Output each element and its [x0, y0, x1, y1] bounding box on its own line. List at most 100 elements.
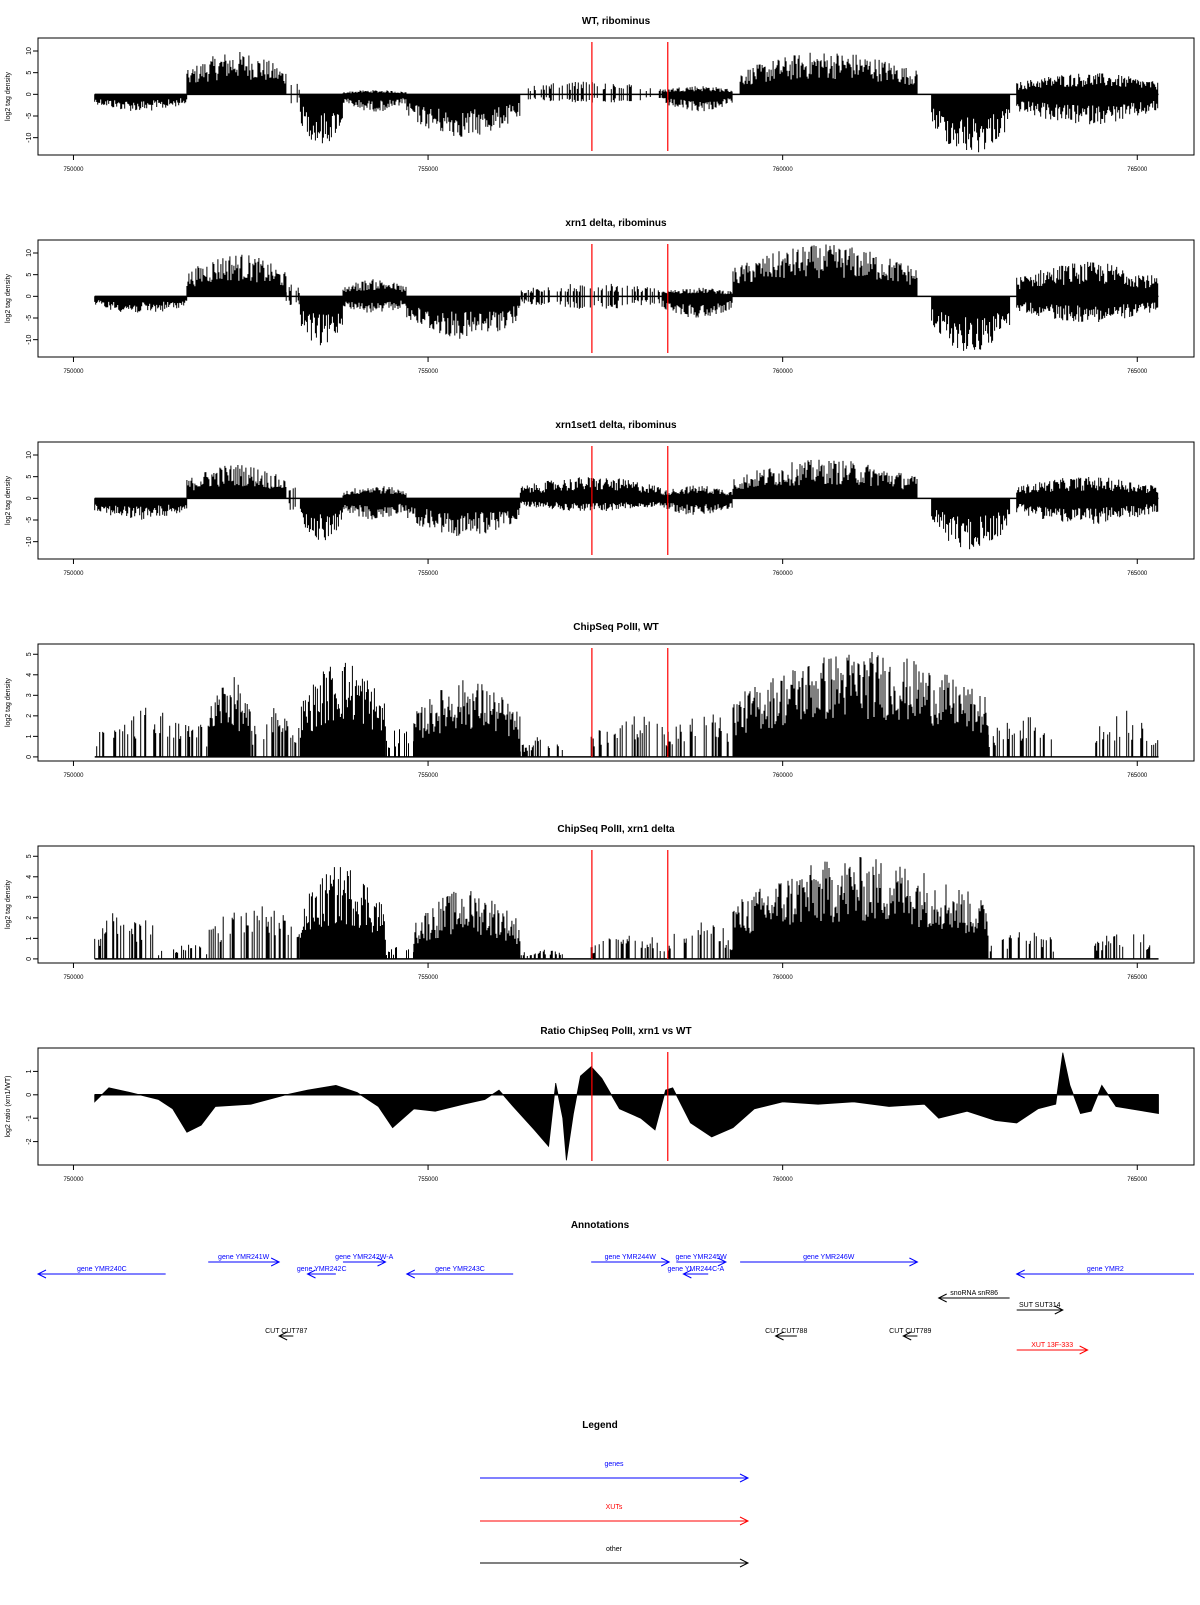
track-title: WT, ribominus: [582, 16, 651, 27]
annotation-label: gene YMR244C-A: [667, 1266, 724, 1273]
annotation-feature: XUT 13F-333: [1016, 1342, 1089, 1355]
arrow-head: [937, 1293, 947, 1303]
track-title: xrn1set1 delta, ribominus: [555, 420, 677, 431]
data-marks: [94, 52, 1159, 153]
annotation-label: CUT CUT787: [265, 1328, 307, 1335]
y-axis-label: log2 tag density: [5, 71, 12, 121]
y-tick-label: 0: [26, 755, 33, 759]
annotation-label: gene YMR245W: [675, 1254, 727, 1261]
y-tick-label: 10: [26, 451, 33, 459]
annotation-feature: snoRNA snR86: [937, 1290, 1010, 1303]
y-tick-label: 2: [26, 714, 33, 718]
y-tick-label: 5: [26, 71, 33, 75]
arrow-head: [717, 1257, 728, 1267]
y-tick-label: 0: [26, 92, 33, 96]
legend-label: XUTs: [606, 1504, 623, 1511]
arrow-head: [405, 1269, 416, 1279]
annotation-label: gene YMR242C: [297, 1266, 347, 1273]
y-tick-label: 0: [26, 294, 33, 298]
annotation-arrow: [342, 1257, 387, 1267]
x-tick-label: 755000: [418, 975, 439, 981]
x-tick-label: 755000: [418, 571, 439, 577]
arrow-head: [270, 1257, 281, 1267]
y-axis-label: log2 tag density: [5, 879, 12, 929]
arrow-head: [902, 1331, 912, 1341]
annotation-arrow: [937, 1293, 1010, 1303]
signal-bars: [94, 857, 1151, 959]
annotation-feature: SUT SUT314: [1016, 1302, 1064, 1315]
y-tick-label: -10: [26, 537, 33, 547]
x-tick-label: 750000: [63, 167, 84, 173]
data-marks: [94, 1052, 1159, 1161]
arrow-head: [739, 1516, 750, 1526]
x-tick-label: 760000: [773, 571, 794, 577]
track-panel-5: Ratio ChipSeq PolII, xrn1 vs WT 1 0 -1 -2 log…: [5, 1026, 1195, 1183]
track-panel-1: xrn1 delta, ribominus 10 5 0 -5 -10 log2 tag d…: [5, 218, 1195, 375]
annotation-arrow: [676, 1257, 728, 1267]
y-tick-label: -2: [26, 1138, 33, 1144]
annotation-arrow: [1015, 1269, 1194, 1279]
arrow-head: [1054, 1305, 1064, 1315]
x-tick-label: 750000: [63, 571, 84, 577]
annotation-feature: gene YMR2: [1015, 1266, 1194, 1279]
arrow-head: [1015, 1269, 1025, 1279]
y-tick-label: 1: [26, 1069, 33, 1073]
annotations-title: Annotations: [571, 1220, 630, 1231]
x-tick-label: 750000: [63, 975, 84, 981]
annotation-arrow: [306, 1269, 336, 1279]
track-title: ChipSeq PolII, xrn1 delta: [557, 824, 675, 835]
legend-arrow: [480, 1516, 750, 1526]
x-tick-label: 760000: [773, 975, 794, 981]
x-tick-label: 765000: [1127, 571, 1148, 577]
y-tick-label: -5: [26, 315, 33, 321]
annotation-arrow: [1016, 1345, 1089, 1355]
annotation-arrow: [774, 1331, 797, 1341]
annotation-feature: gene YMR242W-A: [335, 1254, 394, 1267]
legend-entry: other: [480, 1546, 750, 1568]
plot-frame: [37, 239, 1195, 358]
annotation-label: gene YMR242W-A: [335, 1254, 393, 1261]
x-tick-label: 755000: [418, 773, 439, 779]
track-panel-4: ChipSeq PolII, xrn1 delta 5 4 3 2 1 0 log2 tag …: [5, 824, 1195, 981]
annotation-label: SUT SUT314: [1019, 1302, 1061, 1309]
y-tick-label: 0: [26, 496, 33, 500]
annotation-label: snoRNA snR86: [950, 1290, 998, 1297]
annotation-label: gene YMR244W: [605, 1254, 657, 1261]
y-tick-label: 5: [26, 854, 33, 858]
x-tick-label: 765000: [1127, 369, 1148, 375]
track-title: Ratio ChipSeq PolII, xrn1 vs WT: [540, 1026, 691, 1037]
annotation-label: XUT 13F-333: [1031, 1342, 1073, 1349]
x-tick-label: 765000: [1127, 975, 1148, 981]
y-tick-label: 0: [26, 1093, 33, 1097]
track-panel-0: WT, ribominus 10 5 0 -5 -10 log2 tag density 75…: [5, 16, 1195, 173]
annotations-panel: Annotations gene YMR240C gene YMR241W gene…: [36, 1220, 1194, 1355]
annotation-feature: gene YMR244W: [591, 1254, 671, 1267]
x-tick-label: 755000: [418, 369, 439, 375]
annotation-feature: CUT CUT789: [889, 1328, 932, 1341]
plot-frame: [37, 643, 1195, 762]
plot-frame: [37, 845, 1195, 964]
ratio-area: [94, 1052, 1159, 1161]
x-tick-label: 755000: [418, 1177, 439, 1183]
annotation-feature: gene YMR240C: [36, 1266, 166, 1279]
legend-entry: XUTs: [480, 1504, 750, 1526]
y-tick-label: 3: [26, 693, 33, 697]
arrow-head: [278, 1331, 288, 1341]
y-tick-label: 5: [26, 652, 33, 656]
signal-bars: [96, 652, 1159, 757]
y-tick-label: 1: [26, 936, 33, 940]
annotation-feature: gene YMR245W: [675, 1254, 728, 1267]
legend-arrow: [480, 1558, 750, 1568]
arrow-head: [774, 1331, 784, 1341]
annotation-label: gene YMR2: [1087, 1266, 1124, 1273]
annotation-label: gene YMR243C: [435, 1266, 485, 1273]
signal-bars: [94, 459, 1159, 550]
y-tick-label: 10: [26, 249, 33, 257]
annotation-arrow: [208, 1257, 281, 1267]
y-tick-label: 2: [26, 916, 33, 920]
legend-entry: genes: [480, 1461, 750, 1483]
arrow-head: [682, 1269, 692, 1279]
x-tick-label: 760000: [773, 773, 794, 779]
track-title: xrn1 delta, ribominus: [565, 218, 667, 229]
